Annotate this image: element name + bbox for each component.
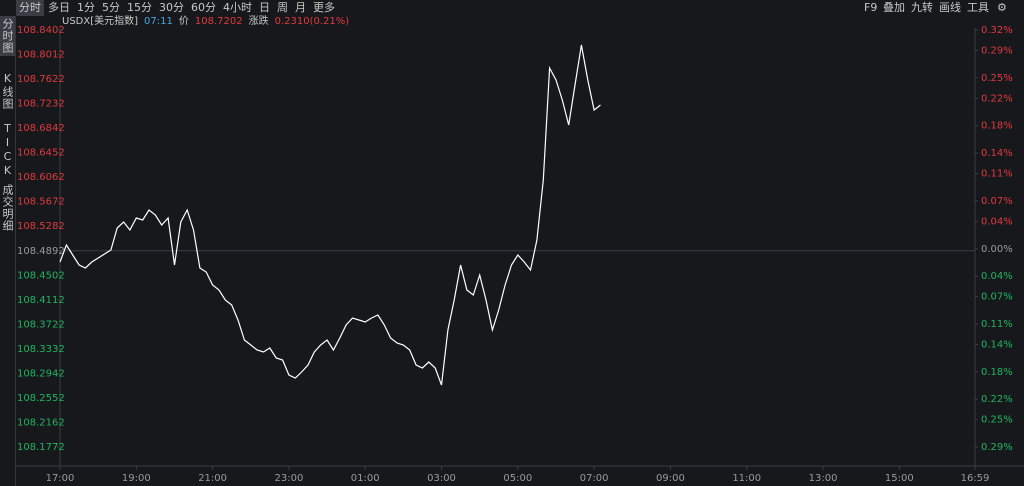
period-tab[interactable]: 分时 xyxy=(16,0,44,16)
y-tick-label: 108.3722 xyxy=(17,319,65,330)
y-tick-label: 108.4892 xyxy=(17,246,65,257)
y-tick-label: 108.2162 xyxy=(17,417,65,428)
y2-tick-label: 0.25% xyxy=(981,73,1013,84)
period-tab[interactable]: 多日 xyxy=(48,1,70,14)
quote-change: 0.2310(0.21%) xyxy=(275,16,350,27)
y2-tick-label: 0.04% xyxy=(981,216,1013,227)
y-tick-label: 108.6062 xyxy=(17,172,65,183)
price-line xyxy=(59,44,601,386)
y2-tick-label: 0.14% xyxy=(981,339,1013,350)
period-tab[interactable]: 30分 xyxy=(159,1,184,14)
sidebar: 分时图 K线图 TICK 成交明细 xyxy=(0,16,16,486)
x-tick-label: 21:00 xyxy=(198,473,227,484)
x-tick-label: 07:00 xyxy=(580,473,609,484)
period-tab[interactable]: 更多 xyxy=(313,1,335,14)
y2-tick-label: 0.22% xyxy=(981,93,1013,104)
y2-tick-label: 0.11% xyxy=(981,169,1013,180)
y-tick-label: 108.6842 xyxy=(17,123,65,134)
y-tick-label: 108.7232 xyxy=(17,99,65,110)
x-tick-label: 05:00 xyxy=(503,473,532,484)
x-tick-label: 16:59 xyxy=(961,473,990,484)
y-tick-label: 108.7622 xyxy=(17,74,65,85)
x-tick-label: 11:00 xyxy=(732,473,761,484)
y-tick-label: 108.8402 xyxy=(17,25,65,36)
quote-price-label: 价 xyxy=(179,15,189,27)
quote-change-label: 涨跌 xyxy=(249,14,269,27)
quote-price: 108.7202 xyxy=(195,16,243,27)
tool-button[interactable]: 九转 xyxy=(911,1,933,14)
quote-time: 07:11 xyxy=(144,16,173,27)
x-tick-label: 19:00 xyxy=(122,473,151,484)
y-tick-label: 108.5672 xyxy=(17,197,65,208)
y2-tick-label: 0.04% xyxy=(981,271,1013,282)
x-tick-label: 13:00 xyxy=(809,473,838,484)
side-tab[interactable]: TICK xyxy=(1,122,14,178)
y-tick-label: 108.2942 xyxy=(17,368,65,379)
x-tick-label: 01:00 xyxy=(351,473,380,484)
y2-tick-label: 0.18% xyxy=(981,121,1013,132)
y-tick-label: 108.2552 xyxy=(17,393,65,404)
y-tick-label: 108.3332 xyxy=(17,344,65,355)
y2-tick-label: 0.18% xyxy=(981,367,1013,378)
x-tick-label: 09:00 xyxy=(656,473,685,484)
y-tick-label: 108.6452 xyxy=(17,148,65,159)
y2-tick-label: 0.29% xyxy=(981,46,1013,57)
x-tick-label: 23:00 xyxy=(274,473,303,484)
y2-tick-label: 0.11% xyxy=(981,319,1013,330)
x-tick-label: 15:00 xyxy=(885,473,914,484)
period-tab[interactable]: 日 xyxy=(259,1,270,14)
toolbar: 分时 多日 1分 5分 15分 30分 60分 4小时日周月更多 工具 画线 九转 叠加 F9 ⚙ xyxy=(0,0,1024,16)
settings-icon[interactable]: ⚙ xyxy=(997,1,1007,14)
y2-tick-label: 0.14% xyxy=(981,148,1013,159)
y-tick-label: 108.4502 xyxy=(17,270,65,281)
period-tab[interactable]: 60分 xyxy=(191,1,216,14)
side-tab[interactable]: K线图 xyxy=(1,72,14,110)
y-tick-label: 108.8012 xyxy=(17,50,65,61)
y-tick-label: 108.5282 xyxy=(17,221,65,232)
period-tab[interactable]: 5分 xyxy=(102,1,120,14)
side-tab[interactable]: 分时图 xyxy=(0,16,15,56)
y2-tick-label: 0.07% xyxy=(981,292,1013,303)
side-tab[interactable]: 成交明细 xyxy=(1,184,14,232)
y2-tick-label: 0.25% xyxy=(981,415,1013,426)
tool-button[interactable]: 叠加 xyxy=(883,1,905,14)
y-tick-label: 108.4112 xyxy=(17,295,65,306)
x-tick-label: 03:00 xyxy=(427,473,456,484)
quote-symbol: USDX[美元指数] xyxy=(62,14,138,27)
y2-tick-label: 0.22% xyxy=(981,394,1013,405)
y2-tick-label: 0.29% xyxy=(981,442,1013,453)
y-tick-label: 108.1772 xyxy=(17,442,65,453)
x-tick-label: 17:00 xyxy=(46,473,75,484)
period-tab[interactable]: 周 xyxy=(277,1,288,14)
y2-tick-label: 0.00% xyxy=(981,244,1013,255)
tool-button[interactable]: 画线 xyxy=(939,1,961,14)
period-tab[interactable]: 1分 xyxy=(77,1,95,14)
y2-tick-label: 0.32% xyxy=(981,25,1013,36)
period-tab[interactable]: 15分 xyxy=(127,1,152,14)
tool-button[interactable]: 工具 xyxy=(967,1,989,14)
period-tab[interactable]: 月 xyxy=(295,1,306,14)
tool-button[interactable]: F9 xyxy=(864,1,878,14)
y2-tick-label: 0.07% xyxy=(981,196,1013,207)
period-tab[interactable]: 4小时 xyxy=(223,1,252,14)
